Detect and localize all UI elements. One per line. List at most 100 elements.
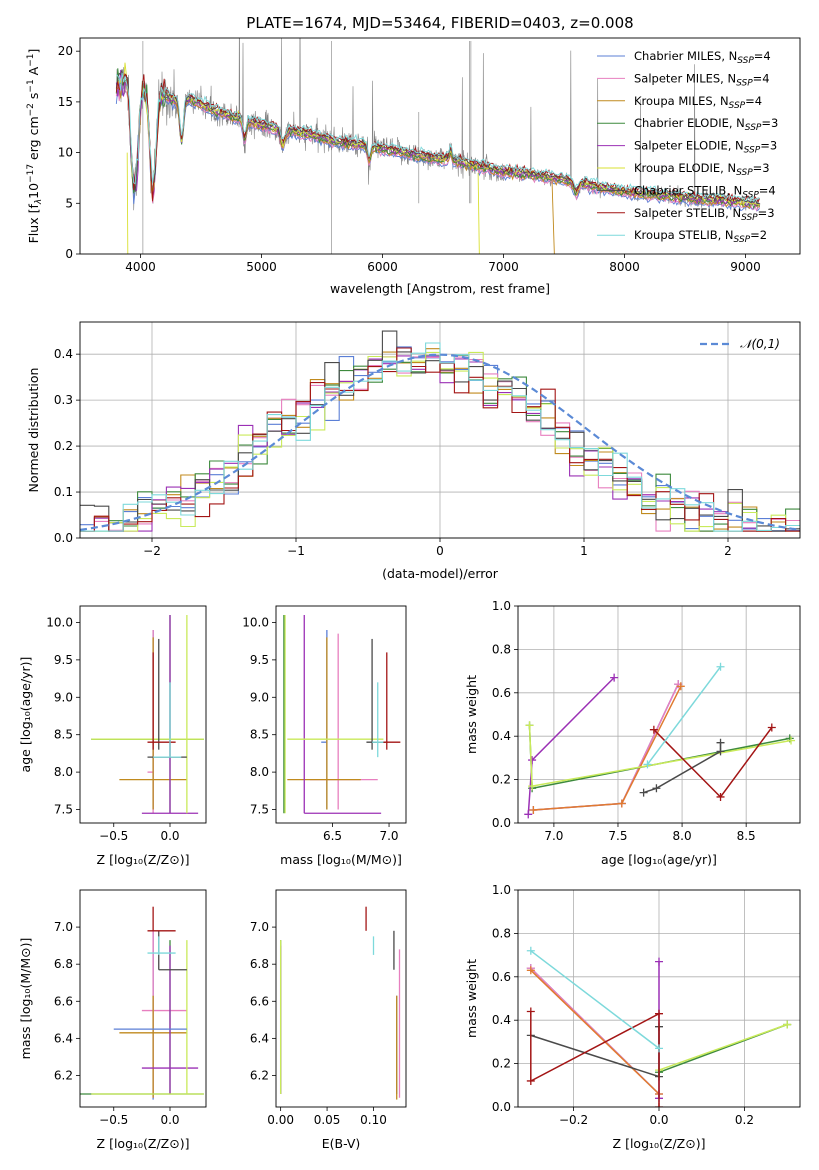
spectrum-legend-label-1-part-2: =4 [753, 71, 770, 85]
weight_vs_age-series-line-6 [643, 742, 722, 794]
spectrum-ytick-label-1: 5 [65, 196, 73, 210]
weight_vs_Z-ylabel: mass weight [464, 959, 479, 1038]
mass_vs_EBV-xtick-label-2: 0.10 [360, 1113, 387, 1127]
spectrum-ylabel: Flux [fλ10−17 erg cm−2 s−1 A−1] [26, 49, 44, 244]
weight_vs_Z-series-point-2-0 [526, 966, 535, 975]
age_vs_Z-xlabel: Z [log₁₀(Z/Z⊙)] [97, 852, 190, 867]
age_vs_mass-xlabel: mass [log₁₀(M/M⊙)] [280, 852, 402, 867]
residuals-histogram-8 [80, 342, 800, 532]
age_vs_mass-plot-area [283, 614, 401, 814]
spectrum-plot-area [115, 38, 761, 254]
mass_vs_EBV-frame [275, 889, 407, 1108]
spectrum-ylabel-part-1: λ [34, 199, 44, 205]
spectrum-xtick-label-5: 9000 [730, 260, 761, 274]
weight_vs_Z-series-line-8 [530, 950, 660, 1049]
spectrum-legend-label-0-part-0: Chabrier MILES, N [634, 49, 737, 63]
residuals-xtick-label-3: 1 [580, 544, 588, 558]
age_vs_Z-ytick-label-5: 10.0 [46, 615, 73, 629]
weight_vs_age-xtick-label-2: 8.0 [673, 829, 692, 843]
weight_vs_age-series-point-8-0 [643, 760, 652, 769]
spectrum-ylabel-part-4: erg cm [26, 116, 41, 164]
spectrum-legend-label-6: Chabrier STELIB, NSSP=4 [634, 183, 776, 200]
spectrum-legend-label-3-part-1: SSP [745, 123, 762, 133]
weight_vs_age-series-point-5-1 [528, 782, 537, 791]
weight_vs_age-frame [517, 605, 801, 824]
weight_vs_Z-series-point-8-1 [655, 1044, 663, 1053]
spectrum-legend-label-7: Salpeter STELIB, NSSP=3 [634, 206, 775, 223]
age_vs_Z-ytick-label-2: 8.5 [54, 728, 73, 742]
age_vs_Z-xtick-label-1: 0.0 [160, 829, 179, 843]
spectrum-legend-label-2-part-2: =4 [745, 94, 762, 108]
residuals-xtick-label-0: −2 [143, 544, 161, 558]
mass_vs_Z-plot-area [80, 906, 204, 1100]
spectrum-axes: 4000 5000 6000 7000 8000 9000 0 5 10 15 20 Chabrier… [26, 37, 801, 296]
weight_vs_Z-ytick-label-5: 1.0 [492, 883, 511, 897]
residuals-plot-area [80, 330, 800, 532]
mass_vs_EBV-xtick-label-0: 0.00 [267, 1113, 294, 1127]
weight_vs_Z-series-point-8-0 [526, 946, 535, 955]
weight_vs_Z-xtick-label-0: −0.2 [559, 1113, 588, 1127]
mass-vs-ebv-panel: 0.00 0.05 0.10 6.2 6.4 6.6 6.8 7.0 E(B-V) [250, 889, 407, 1151]
residuals-xtick-label-1: −1 [287, 544, 305, 558]
spectrum-legend-label-0-part-2: =4 [754, 49, 771, 63]
spectrum-legend-label-6-part-1: SSP [742, 190, 759, 200]
spectrum-model-line-8 [115, 72, 760, 203]
spectrum-legend-label-2-part-0: Kroupa MILES, N [634, 94, 729, 108]
age_vs_Z-axes: −0.5 0.0 7.5 8.0 8.5 9.0 9.5 10.0 Z [log₁₀(Z/Z⊙)… [18, 605, 207, 867]
residuals-panel: −2 −1 0 1 2 0.0 0.1 0.2 0.3 0.4 𝒩(0,1) (data-model)… [26, 321, 801, 581]
mass_vs_Z-axes: −0.5 0.0 6.2 6.4 6.6 6.8 7.0 Z [log₁₀(Z/Z⊙)] mas… [18, 889, 207, 1151]
spectrum-legend-label-0-part-1: SSP [737, 56, 754, 66]
age_vs_mass-ytick-label-4: 9.5 [250, 653, 269, 667]
weight_vs_age-series-point-4-2 [610, 673, 619, 682]
spectrum-legend-label-5-part-2: =3 [753, 161, 770, 175]
spectrum-model-line-5 [116, 62, 760, 254]
spectrum-legend-label-5: Kroupa ELODIE, NSSP=3 [634, 161, 770, 178]
residuals-legend-label: 𝒩(0,1) [740, 337, 780, 351]
age_vs_Z-ylabel: age [log₁₀(age/yr)] [18, 657, 33, 773]
weight_vs_Z-series-point-7-3 [655, 1103, 663, 1107]
weight_vs_Z-series-point-7-2 [655, 1009, 663, 1018]
spectrum-legend-label-4-part-0: Salpeter ELODIE, N [634, 139, 744, 153]
weight_vs_Z-series-line-7 [530, 1011, 660, 1107]
spectrum-legend-label-8-part-2: =2 [750, 228, 767, 242]
spectrum-frame [79, 37, 801, 255]
mass_vs_Z-ylabel: mass [log₁₀(M/M⊙)] [18, 938, 33, 1060]
spectrum-ylabel-part-0: Flux [f [26, 204, 41, 244]
weight_vs_Z-xlabel: Z [log₁₀(Z/Z⊙)] [613, 1136, 706, 1151]
spectrum-legend-label-1: Salpeter MILES, NSSP=4 [634, 71, 770, 88]
weight_vs_age-series-point-4-0 [524, 810, 533, 819]
age_vs_mass-ytick-label-0: 7.5 [250, 803, 269, 817]
mass_vs_EBV-xlabel: E(B-V) [322, 1136, 361, 1151]
spectrum-ylabel-part-3: −17 [26, 164, 36, 183]
weight_vs_Z-axes: −0.2 0.0 0.2 0.0 0.2 0.4 0.6 0.8 1.0 Z [log₁₀(Z/Z… [464, 883, 801, 1151]
weight_vs_age-series-point-6-2 [716, 747, 725, 756]
spectrum-xtick-label-1: 5000 [246, 260, 277, 274]
age_vs_mass-ytick-label-1: 8.0 [250, 765, 269, 779]
residuals-ytick-label-4: 0.4 [54, 347, 73, 361]
mass_vs_Z-xtick-label-1: 0.0 [160, 1113, 179, 1127]
weight_vs_Z-xtick-label-1: 0.0 [649, 1113, 668, 1127]
spectrum-ylabel-part-6: s [26, 93, 41, 104]
residuals-axes: −2 −1 0 1 2 0.0 0.1 0.2 0.3 0.4 𝒩(0,1) (data-model)… [26, 321, 801, 581]
weight_vs_age-series-point-8-1 [716, 662, 725, 671]
weight_vs_age-ylabel: mass weight [464, 675, 479, 754]
weight_vs_Z-ytick-label-0: 0.0 [492, 1100, 511, 1114]
weight-vs-metallicity-panel: −0.2 0.0 0.2 0.0 0.2 0.4 0.6 0.8 1.0 Z [log₁₀(Z/Z… [464, 883, 801, 1151]
age_vs_Z-plot-area [91, 614, 204, 814]
residuals-ylabel: Normed distribution [26, 368, 41, 493]
age_vs_Z-ytick-label-3: 9.0 [54, 690, 73, 704]
spectrum-legend-label-3-part-0: Chabrier ELODIE, N [634, 116, 745, 130]
weight_vs_Z-ytick-label-2: 0.4 [492, 1013, 511, 1027]
weight_vs_Z-plot-area [526, 946, 792, 1107]
age_vs_mass-xtick-label-0: 6.5 [323, 829, 342, 843]
figure-title: PLATE=1674, MJD=53464, FIBERID=0403, z=0… [246, 14, 633, 32]
spectrum-ylabel-part-10: ] [26, 49, 41, 54]
weight_vs_age-ytick-label-1: 0.2 [492, 773, 511, 787]
age_vs_Z-frame [79, 605, 207, 824]
spectrum-legend-label-4-part-1: SSP [744, 146, 761, 156]
spectrum-ylabel-part-5: −2 [26, 103, 36, 116]
spectrum-panel: 4000 5000 6000 7000 8000 9000 0 5 10 15 20 Chabrier… [26, 37, 801, 296]
weight_vs_age-ytick-label-0: 0.0 [492, 816, 511, 830]
weight_vs_age-xtick-label-3: 8.5 [737, 829, 756, 843]
